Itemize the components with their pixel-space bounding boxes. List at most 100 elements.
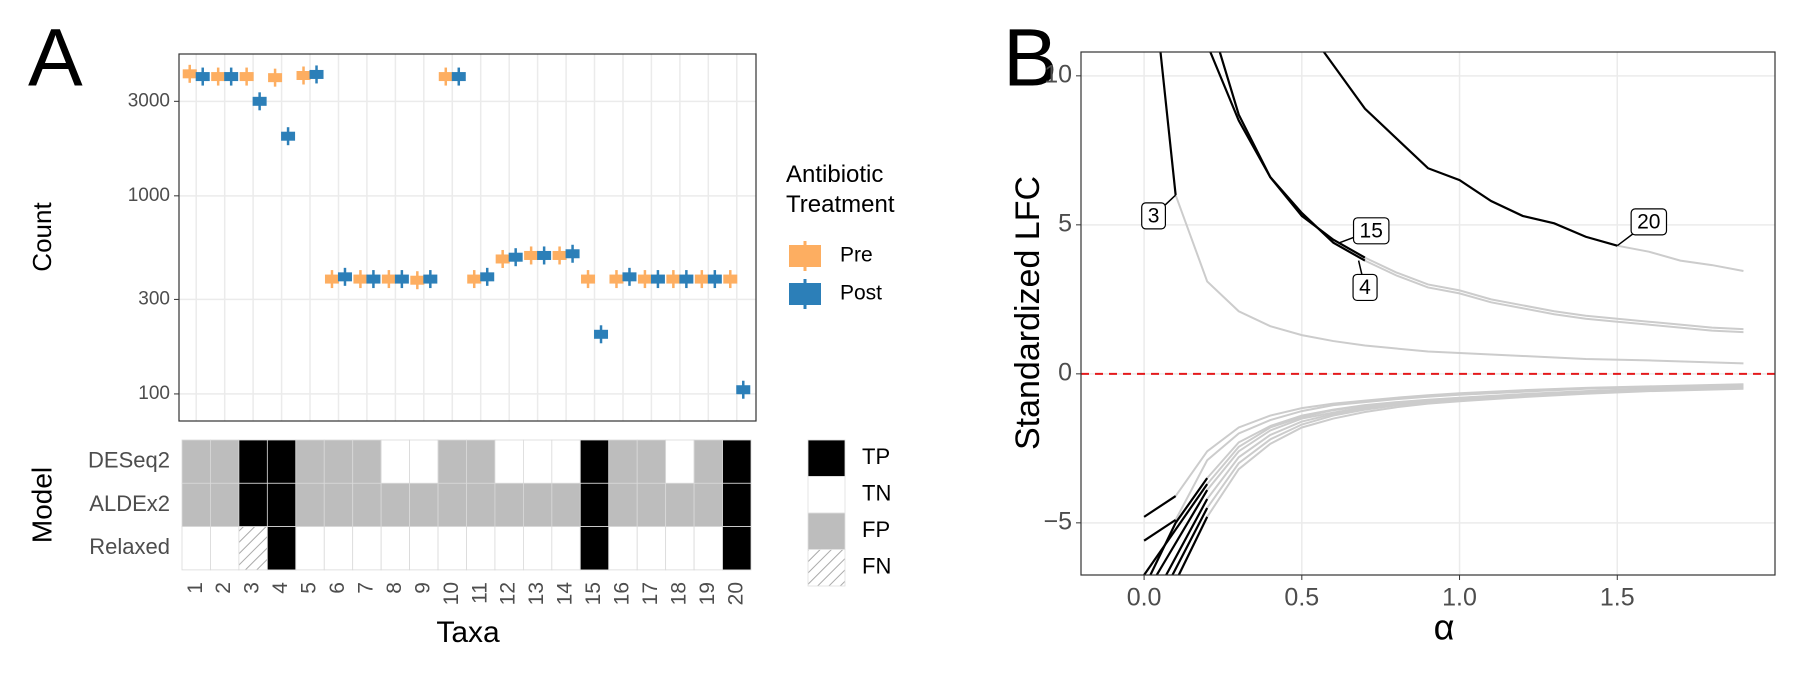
heatmap-cell bbox=[352, 526, 382, 571]
crossbar bbox=[182, 69, 197, 79]
legend-swatch bbox=[807, 512, 846, 550]
legend-swatch bbox=[789, 245, 821, 267]
plot-border bbox=[178, 53, 757, 422]
crossbar bbox=[694, 274, 709, 284]
heatmap-cell bbox=[323, 526, 354, 571]
heatmap-cell bbox=[722, 439, 752, 484]
x-tick-label: 20 bbox=[724, 582, 747, 605]
heatmap-cell bbox=[722, 482, 752, 527]
heatmap-cell bbox=[494, 482, 524, 527]
heatmap-cell bbox=[323, 439, 354, 484]
annotation-label: 15 bbox=[1360, 219, 1383, 242]
series-line bbox=[1206, 387, 1744, 518]
heatmap-cell bbox=[608, 526, 638, 571]
heatmap-cell bbox=[295, 526, 325, 571]
heatmap-cell bbox=[409, 526, 439, 571]
series-line bbox=[1323, 52, 1618, 247]
crossbar bbox=[381, 274, 396, 284]
heatmap-cell bbox=[266, 439, 297, 484]
heatmap-cell bbox=[579, 439, 610, 484]
x-tick-label: 0.5 bbox=[1284, 584, 1319, 612]
heatmap-cell bbox=[409, 482, 439, 527]
crossbar bbox=[524, 250, 539, 260]
x-tick-label: 4 bbox=[269, 582, 292, 594]
y-tick-label: 1000 bbox=[128, 185, 170, 206]
crossbar bbox=[296, 71, 311, 81]
annotation-label: 20 bbox=[1637, 210, 1660, 233]
crossbar bbox=[480, 272, 495, 282]
x-tick-label: 0.0 bbox=[1127, 584, 1162, 612]
heatmap-cell bbox=[523, 439, 553, 484]
y-tick-label: −5 bbox=[1043, 507, 1072, 535]
heatmap-cell bbox=[523, 526, 553, 571]
legend-swatch bbox=[789, 283, 821, 305]
heatmap-cell bbox=[238, 526, 268, 571]
heatmap-cell bbox=[494, 526, 524, 571]
series-line bbox=[1206, 385, 1744, 485]
y-tick-label: 3000 bbox=[128, 90, 170, 111]
plot-lines bbox=[1143, 52, 1744, 575]
heatmap-cell bbox=[551, 526, 581, 571]
crossbar bbox=[495, 254, 510, 264]
crossbar bbox=[467, 274, 482, 284]
heatmap-cell bbox=[352, 482, 382, 527]
crossbar bbox=[451, 72, 466, 82]
panel-label: B bbox=[1003, 13, 1058, 104]
crossbar bbox=[438, 72, 453, 82]
plot-border bbox=[1080, 51, 1776, 576]
y-tick-label: 5 bbox=[1058, 209, 1072, 237]
series-line bbox=[1174, 194, 1744, 365]
crossbar bbox=[666, 274, 681, 284]
x-tick-label: 16 bbox=[611, 582, 634, 605]
heatmap-cell bbox=[409, 439, 439, 484]
crossbar bbox=[723, 274, 738, 284]
crossbar bbox=[366, 274, 381, 284]
legend-swatch bbox=[807, 549, 846, 587]
crossbar bbox=[268, 73, 283, 83]
x-tick-label: 8 bbox=[383, 582, 406, 594]
series-line bbox=[1165, 498, 1209, 575]
heatmap-cell bbox=[437, 439, 467, 484]
heatmap-cell bbox=[380, 526, 410, 571]
legend-title: Antibiotic Treatment bbox=[786, 161, 895, 218]
heatmap-cell bbox=[579, 482, 610, 527]
crossbar bbox=[637, 274, 652, 284]
crossbar bbox=[410, 275, 425, 285]
series-line bbox=[1143, 518, 1177, 542]
x-tick-label: 10 bbox=[440, 582, 463, 605]
annotation-label: 3 bbox=[1148, 204, 1160, 227]
x-tick-label: 13 bbox=[525, 582, 548, 605]
x-axis-title: α bbox=[1434, 607, 1455, 648]
heatmap-cell bbox=[665, 482, 695, 527]
crossbar bbox=[707, 274, 722, 284]
heatmap-cell bbox=[608, 482, 638, 527]
annotation-box bbox=[1630, 208, 1668, 236]
heatmap-cell bbox=[466, 482, 496, 527]
crossbar bbox=[252, 96, 267, 106]
heatmap-cell bbox=[608, 439, 638, 484]
heatmap-cell bbox=[636, 526, 667, 571]
crossbar bbox=[224, 72, 239, 82]
heatmap-cell bbox=[693, 482, 723, 527]
crossbar bbox=[594, 329, 609, 339]
legend-label: Pre bbox=[840, 244, 873, 267]
x-tick-label: 15 bbox=[582, 582, 605, 605]
series-line bbox=[1364, 256, 1744, 331]
x-tick-label: 1.0 bbox=[1442, 584, 1477, 612]
heatmap-cell bbox=[266, 526, 297, 571]
crossbar bbox=[239, 72, 254, 82]
legend-title-box: Antibiotic Treatment bbox=[786, 161, 895, 218]
x-tick-label: 6 bbox=[326, 582, 349, 594]
heatmap-cell bbox=[665, 526, 695, 571]
heatmap-cell bbox=[181, 439, 211, 484]
heatmap-cell bbox=[238, 482, 268, 527]
series-line bbox=[1174, 384, 1744, 521]
series-line bbox=[1171, 507, 1209, 575]
annotation-label: 4 bbox=[1359, 276, 1371, 299]
crossbar bbox=[324, 274, 339, 284]
legend-swatch bbox=[807, 439, 846, 477]
series-line bbox=[1149, 477, 1209, 575]
heatmap-cell bbox=[636, 482, 667, 527]
heatmap-cell bbox=[238, 439, 268, 484]
